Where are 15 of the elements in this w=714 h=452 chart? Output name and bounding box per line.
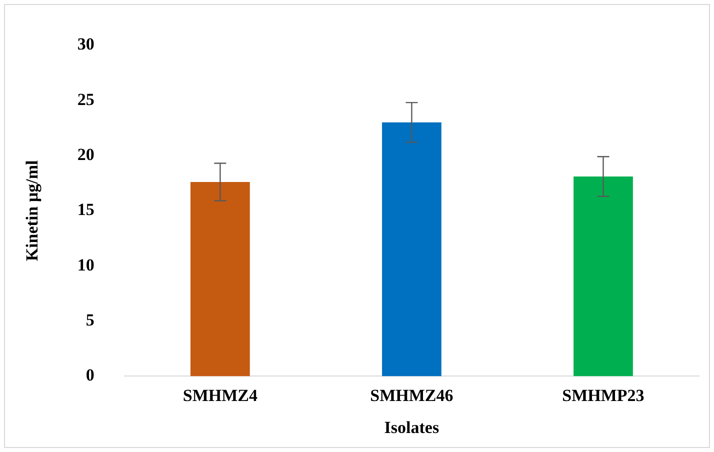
bar <box>190 182 250 376</box>
y-axis-title: Kinetin µg/ml <box>22 160 42 262</box>
y-tick-label: 25 <box>77 90 94 109</box>
x-tick-label: SMHMZ46 <box>370 386 454 405</box>
y-tick-label: 15 <box>77 200 94 220</box>
y-tick-label: 5 <box>86 310 94 330</box>
y-tick-label: 30 <box>77 34 94 54</box>
y-tick-label: 20 <box>77 144 94 164</box>
x-tick-label: SMHMZ4 <box>182 386 258 405</box>
bar <box>382 122 442 376</box>
y-tick-label: 0 <box>86 366 94 385</box>
y-tick-label: 10 <box>77 255 94 274</box>
x-axis-title: Isolates <box>384 418 440 438</box>
x-tick-label: SMHMP23 <box>562 386 644 405</box>
bar <box>574 176 633 376</box>
